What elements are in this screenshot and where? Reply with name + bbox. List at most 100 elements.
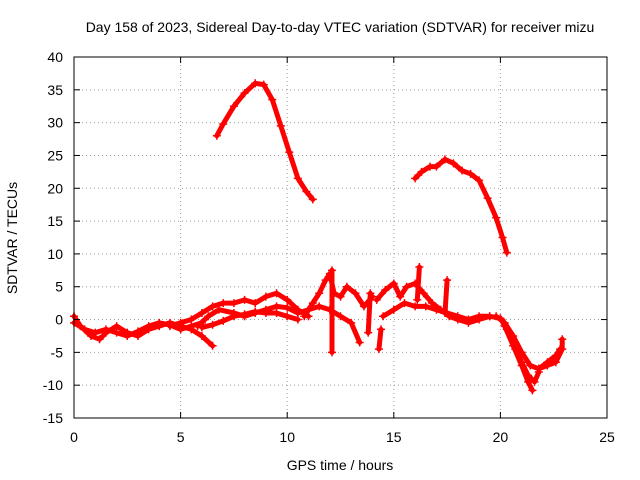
- data-point: [534, 364, 543, 373]
- series-line: [167, 290, 311, 329]
- data-point: [421, 302, 430, 311]
- data-point: [453, 312, 462, 321]
- data-point: [212, 131, 221, 140]
- y-tick-labels: -15 -10 -5 0 5 10 15 20 25 30 35 40: [43, 49, 63, 426]
- data-point: [366, 289, 375, 298]
- data-point: [374, 345, 383, 354]
- data-point: [432, 162, 441, 171]
- series-spike-g: [327, 266, 336, 357]
- data-point: [165, 322, 174, 331]
- data-point: [229, 299, 238, 308]
- data-point: [443, 276, 452, 285]
- y-tick-label: 35: [47, 82, 63, 98]
- y-tick-label: -5: [51, 344, 64, 360]
- y-tick-label: -10: [43, 377, 63, 393]
- data-point: [359, 302, 368, 311]
- data-point: [475, 312, 484, 321]
- y-tick-label: 5: [55, 279, 63, 295]
- data-point: [251, 299, 260, 308]
- data-point: [528, 386, 537, 395]
- data-point: [261, 308, 270, 317]
- data-point: [308, 299, 317, 308]
- data-point: [432, 305, 441, 314]
- data-point: [293, 315, 302, 324]
- data-point: [492, 213, 501, 222]
- data-point: [208, 302, 217, 311]
- data-point: [197, 308, 206, 317]
- data-point: [342, 282, 351, 291]
- data-point: [219, 119, 228, 128]
- data-point: [283, 303, 292, 312]
- data-point: [204, 312, 213, 321]
- data-point: [144, 322, 153, 331]
- data-point: [551, 358, 560, 367]
- data-point: [208, 320, 217, 329]
- series-spike-p: [364, 289, 375, 337]
- data-point: [347, 318, 356, 327]
- y-tick-label: 10: [47, 246, 63, 262]
- data-point: [327, 348, 336, 357]
- data-point: [283, 295, 292, 304]
- data-point: [419, 289, 428, 298]
- data-point: [308, 195, 317, 204]
- data-point: [80, 325, 89, 334]
- data-point: [440, 308, 449, 317]
- x-tick-label: 10: [279, 429, 295, 445]
- ticks: [73, 56, 608, 419]
- data-point: [251, 79, 260, 88]
- data-point: [377, 325, 386, 334]
- x-tick-label: 0: [70, 429, 78, 445]
- data-point: [285, 148, 294, 157]
- data-point: [214, 305, 223, 314]
- series-line: [414, 264, 422, 303]
- data-point: [364, 328, 373, 337]
- data-point: [449, 159, 458, 168]
- data-point: [187, 315, 196, 324]
- data-point: [197, 323, 206, 332]
- y-axis-label: SDTVAR / TECUs: [4, 182, 20, 294]
- series-spike-o: [374, 325, 386, 354]
- data-point: [229, 102, 238, 111]
- data-point: [526, 361, 535, 370]
- data-point: [268, 95, 277, 104]
- data-point: [464, 315, 473, 324]
- x-tick-label: 20: [493, 429, 509, 445]
- series-arc-l: [534, 335, 567, 373]
- data-point: [101, 325, 110, 334]
- data-point: [208, 341, 217, 350]
- x-tick-labels: 0 5 10 15 20 25: [70, 429, 615, 445]
- data-point: [321, 276, 330, 285]
- data-point: [219, 316, 228, 325]
- data-point: [498, 233, 507, 242]
- data-point: [283, 312, 292, 321]
- data-point: [483, 194, 492, 203]
- data-point: [261, 292, 270, 301]
- y-tick-label: 15: [47, 213, 63, 229]
- data-point: [219, 299, 228, 308]
- data-point: [381, 286, 390, 295]
- data-point: [240, 89, 249, 98]
- data-point: [517, 348, 526, 357]
- data-point: [372, 295, 381, 304]
- series-line: [412, 156, 510, 256]
- data-point: [240, 295, 249, 304]
- series-spike-m: [413, 263, 424, 304]
- data-point: [112, 328, 121, 337]
- data-point: [272, 289, 281, 298]
- data-point: [302, 187, 311, 196]
- data-point: [272, 308, 281, 317]
- series-arc-high-2: [411, 155, 511, 257]
- traces: [70, 79, 567, 395]
- data-point: [300, 312, 309, 321]
- y-tick-label: 30: [47, 115, 63, 131]
- data-point: [500, 322, 509, 331]
- chart-title: Day 158 of 2023, Sidereal Day-to-day VTE…: [86, 19, 595, 35]
- data-point: [411, 302, 420, 311]
- data-point: [543, 361, 552, 370]
- x-tick-label: 15: [386, 429, 402, 445]
- data-point: [315, 289, 324, 298]
- data-point: [517, 361, 526, 370]
- data-point: [197, 331, 206, 340]
- data-point: [351, 289, 360, 298]
